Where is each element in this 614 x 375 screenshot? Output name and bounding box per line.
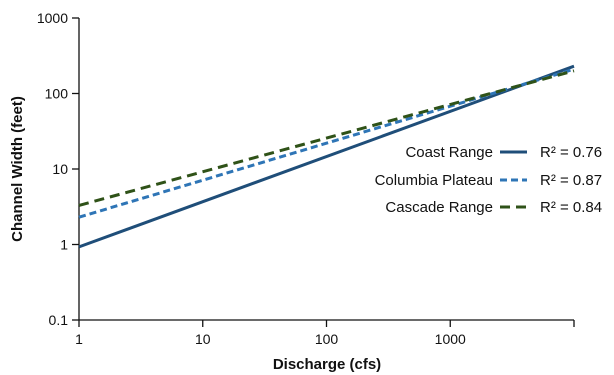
series-line-columbia-plateau	[78, 67, 575, 219]
legend-label: Coast Range	[405, 144, 493, 161]
x-tick-label: 10	[195, 331, 211, 347]
y-tick-label: 0.1	[49, 312, 69, 328]
y-axis-title: Channel Width (feet)	[9, 96, 26, 242]
x-tick-label: 1000	[435, 331, 466, 347]
x-tick-label: 100	[315, 331, 339, 347]
legend-label: Cascade Range	[385, 199, 493, 216]
y-tick-label: 10	[52, 161, 68, 177]
y-tick-label: 1000	[37, 10, 68, 26]
legend-r2-label: R² = 0.76	[540, 144, 602, 161]
series-line-coast-range	[78, 64, 575, 249]
series-lines	[78, 64, 575, 249]
series-line-cascade-range	[78, 69, 575, 207]
legend-r2-label: R² = 0.87	[540, 172, 602, 189]
y-tick-label: 1	[60, 237, 68, 253]
y-tick-label: 100	[45, 86, 69, 102]
x-axis-title: Discharge (cfs)	[273, 356, 381, 373]
legend-r2-label: R² = 0.84	[540, 199, 602, 216]
x-tick-label: 1	[75, 331, 83, 347]
legend-label: Columbia Plateau	[375, 172, 493, 189]
legend: Coast Range R² = 0.76 Columbia Plateau R² =…	[375, 144, 603, 216]
x-ticks: 1 10 100 1000	[75, 320, 575, 347]
y-ticks: 0.1 1 10 100 1000	[37, 10, 79, 328]
